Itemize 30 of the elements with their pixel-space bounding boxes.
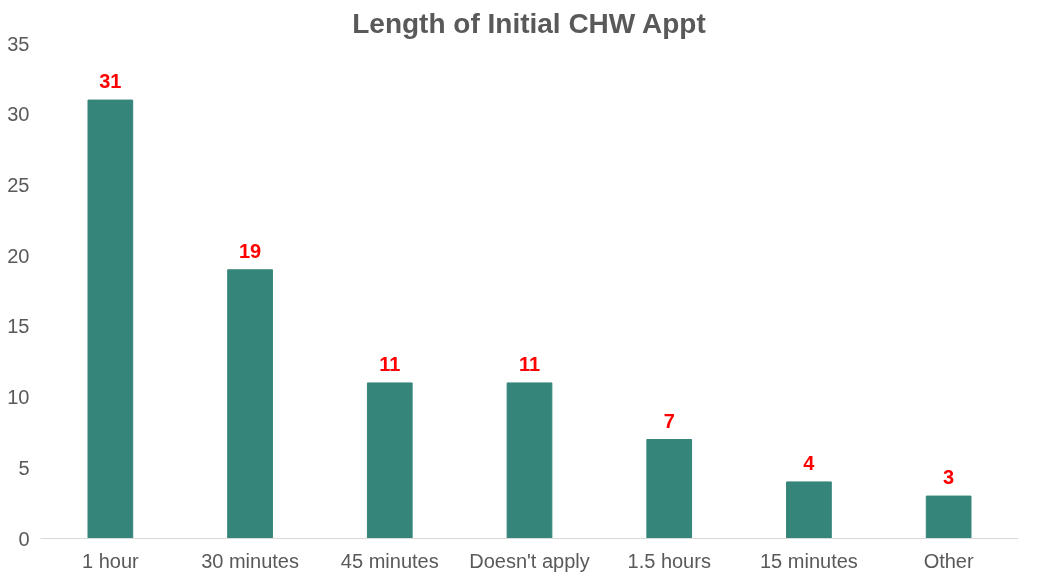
x-tick-label: 1 hour xyxy=(82,549,140,572)
data-label: 11 xyxy=(379,352,401,375)
data-label: 4 xyxy=(803,451,816,474)
x-tick-label: 45 minutes xyxy=(340,549,439,572)
data-label: 7 xyxy=(663,409,675,432)
chart-title: Length of Initial CHW Appt xyxy=(352,7,706,39)
x-tick-label: 30 minutes xyxy=(201,549,299,572)
y-tick-label: 15 xyxy=(7,315,30,338)
x-tick-label: 1.5 hours xyxy=(627,549,711,572)
bar xyxy=(506,382,553,539)
y-tick-label: 10 xyxy=(7,386,30,409)
x-tick-label: 15 minutes xyxy=(760,549,858,572)
y-tick-label: 25 xyxy=(7,173,30,196)
bar xyxy=(87,99,134,539)
y-tick-label: 35 xyxy=(7,32,30,55)
y-tick-label: 0 xyxy=(18,527,30,550)
bar xyxy=(366,382,413,539)
data-label: 3 xyxy=(943,466,955,489)
y-tick-label: 20 xyxy=(7,244,30,267)
y-tick-label: 30 xyxy=(7,103,30,126)
y-tick-label: 5 xyxy=(18,456,30,479)
data-label: 31 xyxy=(99,70,122,93)
bar xyxy=(646,439,693,539)
x-tick-label: Doesn't apply xyxy=(469,549,590,572)
bar xyxy=(925,495,972,539)
data-label: 11 xyxy=(518,352,541,375)
bar xyxy=(786,481,832,539)
bar xyxy=(227,269,273,539)
data-label: 19 xyxy=(238,239,262,262)
x-tick-label: Other xyxy=(923,549,974,572)
